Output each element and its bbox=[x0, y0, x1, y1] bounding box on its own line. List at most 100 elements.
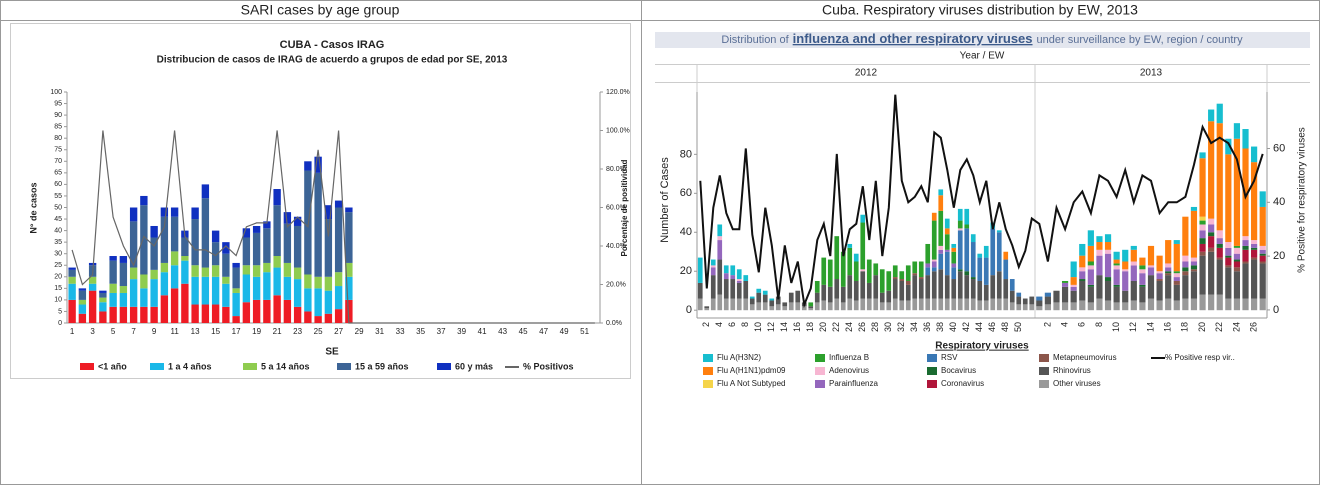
bar-segment bbox=[345, 276, 353, 300]
bar-segment bbox=[304, 311, 312, 323]
bar-segment bbox=[977, 253, 983, 258]
bar-segment bbox=[756, 302, 762, 311]
bar-segment bbox=[109, 283, 117, 293]
x-tick-label: 10 bbox=[1111, 322, 1121, 332]
bar-segment bbox=[697, 298, 703, 311]
bar-segment bbox=[1036, 306, 1043, 311]
bar-segment bbox=[840, 286, 846, 303]
x-tick-label: 2 bbox=[1042, 322, 1052, 327]
bar-segment bbox=[222, 283, 230, 307]
bar-segment bbox=[1225, 154, 1232, 243]
bar-segment bbox=[717, 240, 723, 260]
bar-segment bbox=[1259, 261, 1266, 264]
bar-segment bbox=[951, 263, 957, 268]
bar-segment bbox=[840, 251, 846, 287]
y-tick-label: 10 bbox=[54, 297, 62, 304]
bar-segment bbox=[1233, 261, 1241, 268]
bar-segment bbox=[283, 262, 292, 277]
bar-segment bbox=[866, 282, 872, 299]
bar-segment bbox=[1079, 243, 1086, 256]
bar-segment bbox=[775, 296, 781, 305]
bar-segment bbox=[697, 282, 703, 299]
bar-segment bbox=[1165, 263, 1172, 268]
bar-segment bbox=[1251, 249, 1258, 258]
bar-segment bbox=[730, 279, 736, 299]
bar-segment bbox=[1165, 240, 1172, 264]
bar-segment bbox=[736, 280, 742, 283]
bar-segment bbox=[931, 271, 937, 299]
bar-segment bbox=[938, 253, 944, 270]
bar-segment bbox=[879, 302, 885, 311]
bar-segment bbox=[140, 306, 148, 323]
legend-label: Flu A(H1N1)pdm09 bbox=[717, 366, 786, 375]
bar-segment bbox=[1173, 271, 1180, 274]
bar-segment bbox=[736, 282, 742, 299]
bar-segment bbox=[242, 265, 251, 275]
legend-label: 5 a 14 años bbox=[261, 361, 310, 371]
bar-segment bbox=[1003, 251, 1009, 260]
bar-segment bbox=[944, 251, 950, 276]
bar-segment bbox=[1003, 259, 1009, 280]
bar-segment bbox=[201, 198, 210, 268]
y-tick-label: 25 bbox=[54, 262, 62, 269]
bar-segment bbox=[1061, 280, 1069, 283]
bar-segment bbox=[1096, 249, 1103, 256]
x-tick-label: 34 bbox=[909, 322, 919, 332]
bar-segment bbox=[808, 306, 814, 309]
bar-segment bbox=[730, 265, 736, 276]
bar-segment bbox=[1190, 271, 1198, 299]
bar-segment bbox=[847, 298, 853, 311]
y-tick-label: 45 bbox=[54, 216, 62, 223]
bar-segment bbox=[129, 306, 138, 323]
bar-segment bbox=[1190, 206, 1198, 211]
bar-segment bbox=[181, 260, 189, 284]
bar-segment bbox=[1182, 298, 1189, 311]
bar-segment bbox=[821, 257, 827, 285]
bar-segment bbox=[109, 256, 117, 261]
y-tick-label: 80 bbox=[680, 148, 692, 160]
bar-segment bbox=[304, 288, 312, 312]
bar-segment bbox=[191, 276, 199, 305]
bar-segment bbox=[918, 261, 924, 278]
bar-segment bbox=[160, 262, 169, 273]
x-tick-label: 45 bbox=[519, 327, 528, 336]
bar-segment bbox=[892, 279, 898, 299]
bar-segment bbox=[886, 302, 892, 311]
bar-segment bbox=[1259, 206, 1266, 246]
bar-segment bbox=[1165, 271, 1172, 274]
bar-segment bbox=[710, 275, 716, 299]
x-tick-label: 30 bbox=[883, 322, 893, 332]
bar-segment bbox=[211, 230, 220, 243]
x-tick-label: 18 bbox=[805, 322, 815, 332]
bar-segment bbox=[795, 302, 801, 311]
bar-segment bbox=[273, 256, 281, 268]
bar-segment bbox=[1122, 271, 1129, 291]
y-tick-label: 40 bbox=[680, 226, 692, 238]
bar-segment bbox=[283, 276, 292, 300]
bar-segment bbox=[749, 298, 755, 305]
bar-segment bbox=[324, 313, 333, 323]
bar-segment bbox=[160, 216, 169, 263]
bar-segment bbox=[970, 234, 976, 243]
bar-segment bbox=[853, 253, 859, 262]
x-tick-label: 43 bbox=[498, 327, 507, 336]
bar-segment bbox=[931, 267, 937, 272]
bar-segment bbox=[191, 265, 199, 277]
bar-segment bbox=[88, 290, 97, 323]
bar-segment bbox=[1113, 269, 1120, 285]
bar-segment bbox=[99, 311, 107, 323]
bar-segment bbox=[222, 253, 230, 277]
bar-segment bbox=[1139, 284, 1146, 287]
y-tick-label: 30 bbox=[54, 251, 62, 258]
bar-segment bbox=[1225, 255, 1232, 258]
bar-segment bbox=[68, 276, 76, 284]
bar-segment bbox=[944, 275, 950, 299]
chart-subtitle: Distribucion de casos de IRAG de acuerdo… bbox=[157, 55, 508, 66]
bar-segment bbox=[1079, 271, 1086, 280]
bar-segment bbox=[860, 222, 866, 270]
bar-segment bbox=[109, 292, 117, 307]
bar-segment bbox=[983, 257, 989, 285]
bar-segment bbox=[1259, 249, 1266, 254]
legend-swatch bbox=[703, 380, 713, 388]
bar-segment bbox=[964, 275, 970, 299]
